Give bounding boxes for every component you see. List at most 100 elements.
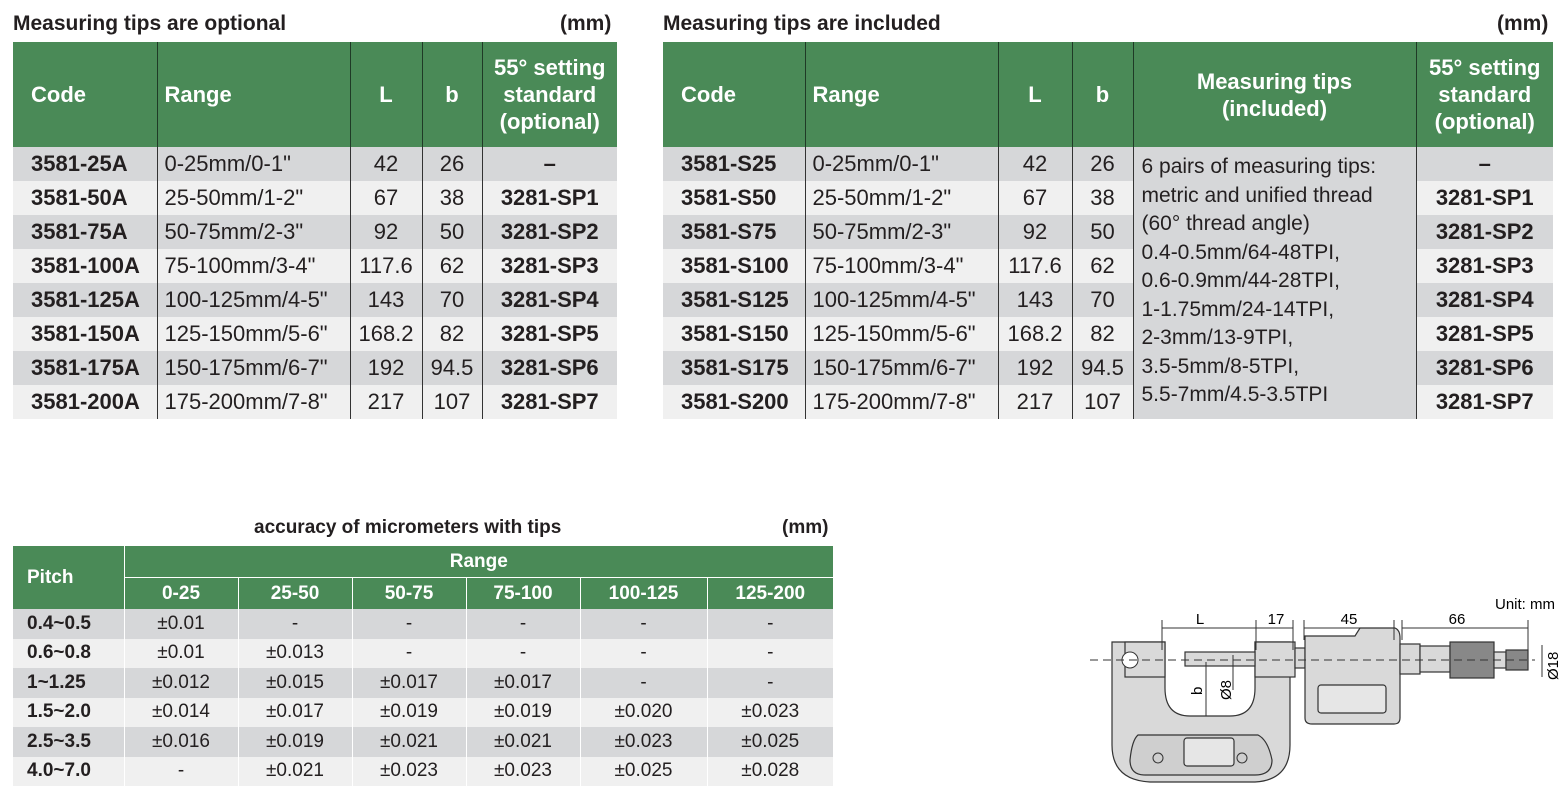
cell-b: 94.5 (1071, 351, 1133, 385)
cell-b: 82 (1071, 317, 1133, 351)
cell-accuracy: ±0.019 (465, 697, 580, 727)
cell-accuracy: - (123, 756, 238, 786)
dim-17: 17 (1268, 611, 1285, 628)
col-range: 100-125 (579, 577, 707, 609)
cell-b: 82 (421, 317, 482, 351)
cell-l: 67 (349, 181, 422, 215)
dim-d18: Ø18 (1545, 652, 1562, 680)
cell-l: 168.2 (349, 317, 422, 351)
col-code: Code (13, 42, 157, 147)
col-range: 25-50 (237, 577, 352, 609)
cell-standard: 3281-SP2 (1415, 215, 1553, 249)
cell-standard: 3281-SP6 (1415, 351, 1553, 385)
cell-accuracy: ±0.025 (706, 727, 834, 757)
cell-code: 3581-S175 (663, 351, 805, 385)
cell-code: 3581-75A (13, 215, 157, 249)
cell-standard: 3281-SP3 (481, 249, 617, 283)
cell-accuracy: - (579, 668, 707, 698)
cell-standard: 3281-SP7 (1415, 385, 1553, 419)
cell-b: 38 (1071, 181, 1133, 215)
table-row: 3581-150A 125-150mm/5-6" 168.2 82 3281-SP5 (13, 317, 617, 351)
cell-range: 175-200mm/7-8" (804, 385, 998, 419)
cell-accuracy: - (579, 638, 707, 668)
table3-title: accuracy of micrometers with tips (254, 517, 562, 538)
cell-standard: 3281-SP6 (481, 351, 617, 385)
dim-l: L (1196, 611, 1204, 628)
col-b: b (1071, 42, 1133, 147)
cell-accuracy: ±0.028 (706, 756, 834, 786)
table-row: 3581-S75 50-75mm/2-3" 92 50 3281-SP2 (663, 215, 1553, 249)
cell-accuracy: - (706, 609, 834, 639)
table-row: 3581-S200 175-200mm/7-8" 217 107 3281-SP7 (663, 385, 1553, 419)
cell-pitch: 0.4~0.5 (13, 609, 124, 639)
table-row: 3581-200A 175-200mm/7-8" 217 107 3281-SP7 (13, 385, 617, 419)
table-row: 0.6~0.8 ±0.01 ±0.013- - - - (13, 638, 834, 668)
cell-accuracy: ±0.014 (123, 697, 238, 727)
cell-code: 3581-25A (13, 147, 157, 181)
cell-accuracy: ±0.017 (237, 697, 352, 727)
cell-standard: 3281-SP5 (481, 317, 617, 351)
cell-accuracy: ±0.021 (237, 756, 352, 786)
cell-accuracy: ±0.017 (465, 668, 580, 698)
cell-code: 3581-200A (13, 385, 157, 419)
cell-accuracy: ±0.019 (351, 697, 466, 727)
cell-code: 3581-150A (13, 317, 157, 351)
cell-l: 192 (349, 351, 422, 385)
cell-pitch: 1~1.25 (13, 668, 124, 698)
cell-range: 25-50mm/1-2" (804, 181, 998, 215)
cell-accuracy: ±0.01 (123, 609, 238, 639)
cell-standard: 3281-SP7 (481, 385, 617, 419)
cell-range: 50-75mm/2-3" (804, 215, 998, 249)
cell-accuracy: ±0.017 (351, 668, 466, 698)
cell-range: 150-175mm/6-7" (804, 351, 998, 385)
cell-pitch: 4.0~7.0 (13, 756, 124, 786)
cell-range: 75-100mm/3-4" (804, 249, 998, 283)
cell-accuracy: - (237, 609, 352, 639)
cell-b: 107 (1071, 385, 1133, 419)
cell-pitch: 2.5~3.5 (13, 727, 124, 757)
cell-accuracy: - (706, 668, 834, 698)
col-pitch: Pitch (13, 546, 124, 609)
cell-code: 3581-S75 (663, 215, 805, 249)
cell-code: 3581-175A (13, 351, 157, 385)
cell-code: 3581-S200 (663, 385, 805, 419)
cell-accuracy: ±0.023 (465, 756, 580, 786)
optional-tips-table: Code Range L b 55° setting standard (opt… (13, 42, 617, 419)
cell-range: 50-75mm/2-3" (156, 215, 350, 249)
cell-range: 100-125mm/4-5" (804, 283, 998, 317)
cell-l: 42 (997, 147, 1072, 181)
cell-code: 3581-S100 (663, 249, 805, 283)
cell-code: 3581-S25 (663, 147, 805, 181)
cell-range: 0-25mm/0-1" (156, 147, 350, 181)
cell-accuracy: ±0.015 (237, 668, 352, 698)
table-row: 3581-125A 100-125mm/4-5" 143 70 3281-SP4 (13, 283, 617, 317)
col-l: L (349, 42, 422, 147)
cell-range: 100-125mm/4-5" (156, 283, 350, 317)
col-standard: 55° setting standard (optional) (1415, 42, 1553, 147)
table-row: 3581-175A 150-175mm/6-7" 192 94.5 3281-SP6 (13, 351, 617, 385)
table1-unit: (mm) (560, 12, 612, 35)
table-row: 3581-S175 150-175mm/6-7" 192 94.5 3281-SP6 (663, 351, 1553, 385)
cell-b: 38 (421, 181, 482, 215)
cell-code: 3581-S50 (663, 181, 805, 215)
table-row: 2.5~3.5 ±0.016 ±0.019 ±0.021 ±0.021 ±0.023 ±0.… (13, 727, 834, 757)
table-row: 3581-S150 125-150mm/5-6" 168.2 82 3281-SP5 (663, 317, 1553, 351)
cell-b: 62 (1071, 249, 1133, 283)
cell-b: 62 (421, 249, 482, 283)
micrometer-diagram: L 17 45 66 b Ø8 Ø18 Unit: mm (1090, 596, 1562, 783)
cell-b: 107 (421, 385, 482, 419)
table-row: 3581-75A 50-75mm/2-3" 92 50 3281-SP2 (13, 215, 617, 249)
table-row: 4.0~7.0- ±0.021 ±0.023 ±0.023 ±0.025 ±0.028 (13, 756, 834, 786)
cell-l: 217 (997, 385, 1072, 419)
cell-accuracy: - (706, 638, 834, 668)
col-b: b (421, 42, 482, 147)
tips-line: 1-1.75mm/24-14TPI, (1141, 297, 1335, 321)
tips-line: (60° thread angle) (1141, 212, 1310, 235)
col-standard: 55° setting standard (optional) (481, 42, 617, 147)
cell-standard: – (481, 147, 617, 181)
cell-code: 3581-S150 (663, 317, 805, 351)
cell-standard: – (1415, 147, 1553, 181)
table-row: 1~1.25 ±0.012 ±0.015 ±0.017 ±0.017- - (13, 668, 834, 698)
cell-accuracy: ±0.019 (237, 727, 352, 757)
dim-b: b (1189, 687, 1206, 695)
